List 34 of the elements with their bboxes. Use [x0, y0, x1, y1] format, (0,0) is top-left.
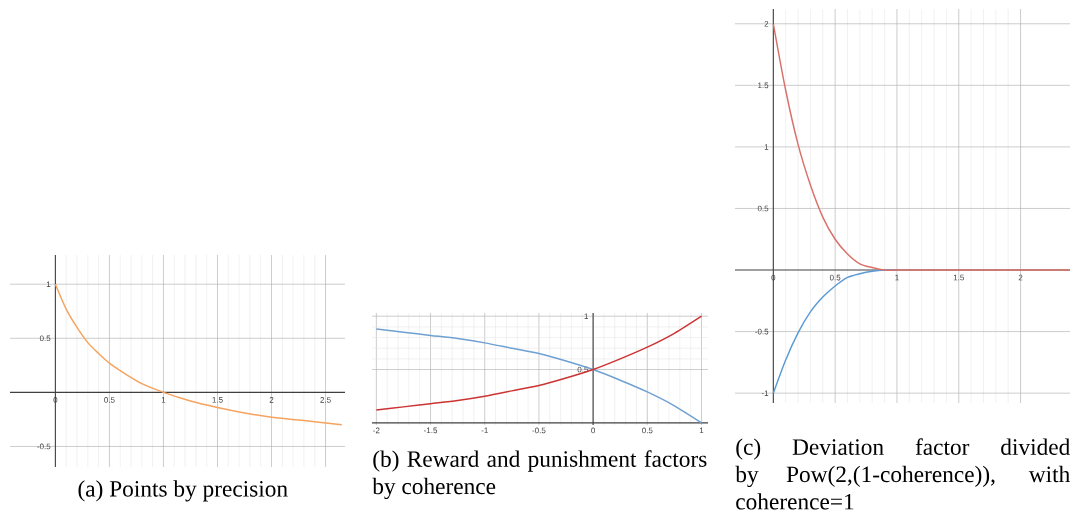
line-series [375, 315, 703, 411]
y-tick-label: -1 [761, 390, 769, 396]
y-tick-label: -0.5 [37, 443, 51, 450]
y-tick-label: -0.5 [755, 328, 769, 335]
y-tick-label: 0.5 [757, 205, 769, 212]
x-tick-label: 0 [53, 397, 58, 403]
text: (a) Points by precision [78, 480, 288, 502]
y-tick-label: 2 [764, 20, 769, 27]
x-tick-label: -0.5 [532, 427, 546, 434]
x-tick-label: 2.5 [320, 397, 331, 403]
x-tick-label: -1.5 [424, 427, 438, 434]
y-tick-label: 1 [764, 144, 769, 150]
x-tick-label: 1 [161, 397, 166, 403]
x-tick-label: 0.5 [104, 397, 115, 403]
text: (c) Deviation factor divided by Pow(2,(1-coherence)), with coherence=1 [735, 438, 1070, 510]
line-series [772, 23, 1071, 271]
x-tick-label: 1 [699, 427, 704, 434]
text: (b) Reward and punishment factors by coherence [372, 450, 707, 500]
x-tick-label: 0.5 [642, 427, 653, 434]
line-series [375, 328, 703, 424]
x-tick-label: 1.5 [212, 397, 223, 403]
x-tick-label: -2 [373, 427, 380, 434]
y-tick-label: 1.5 [758, 82, 769, 89]
x-tick-label: 1.5 [953, 274, 964, 281]
y-tick-label: 1 [46, 281, 51, 287]
x-tick-label: 1 [895, 274, 899, 281]
x-tick-label: -1 [481, 427, 488, 434]
x-tick-label: 2 [1018, 274, 1023, 281]
x-tick-label: 0 [771, 274, 776, 281]
y-tick-label: 0.5 [39, 335, 51, 342]
x-tick-label: 0 [591, 427, 596, 434]
x-tick-label: 2 [269, 397, 274, 403]
x-tick-label: 0.5 [829, 274, 841, 281]
line-series [54, 283, 343, 426]
